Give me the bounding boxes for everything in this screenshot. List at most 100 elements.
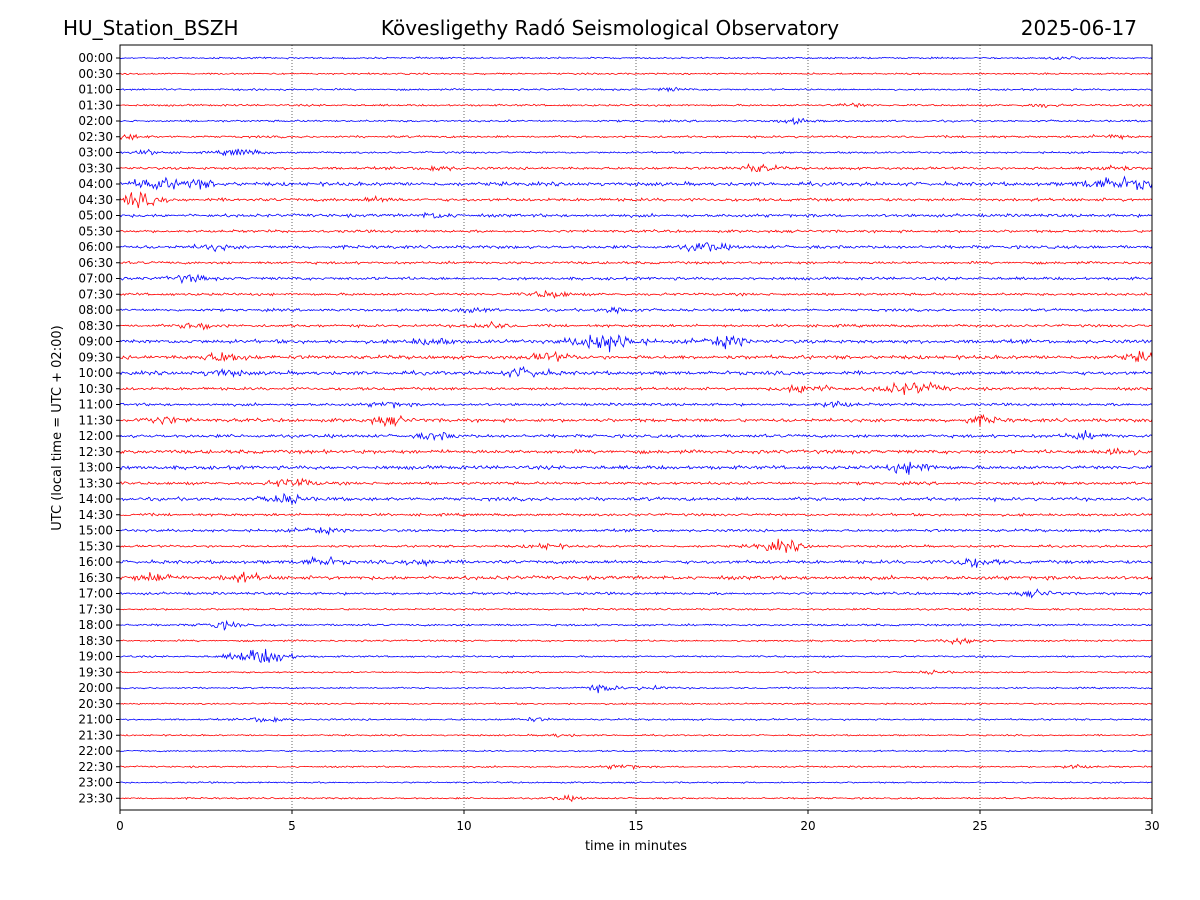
x-axis-label: time in minutes <box>585 839 687 854</box>
y-tick-label: 12:30 <box>78 445 113 459</box>
trace-row <box>119 381 1153 396</box>
x-tick-label: 10 <box>456 819 471 833</box>
y-tick-label: 22:00 <box>78 744 113 758</box>
trace-row <box>119 793 1153 803</box>
y-tick-label: 16:00 <box>78 555 113 569</box>
y-tick-label: 17:00 <box>78 587 113 601</box>
trace-row <box>119 175 1153 191</box>
y-tick-label: 16:30 <box>78 571 113 585</box>
trace-row <box>119 702 1153 706</box>
y-axis-label: UTC (local time = UTC + 02:00) <box>50 325 65 530</box>
trace-row <box>119 306 1153 315</box>
y-tick-label: 04:00 <box>78 177 113 191</box>
trace-row <box>119 781 1153 785</box>
y-tick-label: 15:30 <box>78 539 113 553</box>
y-tick-label: 09:30 <box>78 350 113 364</box>
y-tick-label: 09:00 <box>78 335 113 349</box>
y-tick-label: 11:00 <box>78 398 113 412</box>
trace-row <box>119 607 1153 612</box>
trace-row <box>119 619 1153 631</box>
trace-row <box>119 211 1153 219</box>
y-tick-label: 20:30 <box>78 697 113 711</box>
station-title: HU_Station_BSZH <box>63 16 239 40</box>
plot-frame <box>119 44 1153 811</box>
trace-row <box>119 588 1153 599</box>
trace-row <box>119 716 1153 724</box>
trace-row <box>119 669 1153 675</box>
y-tick-label: 15:00 <box>78 524 113 538</box>
trace-row <box>119 684 1153 694</box>
y-tick-label: 13:00 <box>78 461 113 475</box>
trace-row <box>119 191 1153 209</box>
y-tick-label: 01:30 <box>78 98 113 112</box>
trace-row <box>119 447 1153 456</box>
trace-row <box>119 637 1153 646</box>
y-tick-label: 19:30 <box>78 665 113 679</box>
trace-row <box>119 733 1153 738</box>
y-tick-label: 06:00 <box>78 240 113 254</box>
date-title: 2025-06-17 <box>1021 16 1137 40</box>
trace-row <box>119 571 1153 583</box>
y-tick-label: 17:30 <box>78 602 113 616</box>
y-tick-label: 08:00 <box>78 303 113 317</box>
trace-row <box>119 334 1153 353</box>
trace-row <box>119 273 1153 285</box>
y-tick-label: 18:30 <box>78 634 113 648</box>
x-tick-label: 15 <box>628 819 643 833</box>
y-tick-label: 11:30 <box>78 413 113 427</box>
y-tick-label: 01:00 <box>78 83 113 97</box>
trace-row <box>119 148 1153 157</box>
y-tick-label: 14:30 <box>78 508 113 522</box>
x-tick-label: 25 <box>972 819 987 833</box>
trace-row <box>119 764 1153 771</box>
y-tick-label: 05:30 <box>78 224 113 238</box>
trace-row <box>119 749 1153 753</box>
y-tick-label: 18:00 <box>78 618 113 632</box>
trace-row <box>119 350 1153 363</box>
y-tick-label: 10:00 <box>78 366 113 380</box>
traces <box>119 56 1153 803</box>
trace-row <box>119 72 1153 76</box>
y-tick-label: 14:00 <box>78 492 113 506</box>
trace-row <box>119 413 1153 428</box>
trace-row <box>119 648 1153 664</box>
trace-row <box>119 512 1153 518</box>
y-tick-label: 23:00 <box>78 776 113 790</box>
trace-row <box>119 365 1153 378</box>
y-tick-label: 22:30 <box>78 760 113 774</box>
y-tick-label: 21:00 <box>78 713 113 727</box>
y-tick-label: 02:00 <box>78 114 113 128</box>
x-axis-ticks: 0 5 10 15 20 25 30 <box>116 810 1160 833</box>
x-tick-label: 20 <box>800 819 815 833</box>
y-tick-label: 20:00 <box>78 681 113 695</box>
y-tick-label: 21:30 <box>78 728 113 742</box>
trace-row <box>119 56 1153 61</box>
y-tick-label: 00:30 <box>78 67 113 81</box>
trace-row <box>119 86 1153 93</box>
trace-row <box>119 102 1153 109</box>
trace-row <box>119 400 1153 409</box>
y-tick-label: 05:00 <box>78 209 113 223</box>
y-tick-label: 08:30 <box>78 319 113 333</box>
y-tick-label: 12:00 <box>78 429 113 443</box>
trace-row <box>119 242 1153 253</box>
x-tick-label: 0 <box>116 819 124 833</box>
trace-row <box>119 526 1153 536</box>
trace-row <box>119 228 1153 234</box>
x-tick-label: 5 <box>288 819 296 833</box>
trace-row <box>119 492 1153 506</box>
trace-row <box>119 477 1153 487</box>
trace-row <box>119 461 1153 475</box>
trace-row <box>119 163 1153 173</box>
trace-row <box>119 430 1153 442</box>
y-tick-label: 23:30 <box>78 791 113 805</box>
y-tick-label: 03:00 <box>78 146 113 160</box>
trace-row <box>119 133 1153 141</box>
y-tick-label: 07:00 <box>78 272 113 286</box>
y-tick-label: 06:30 <box>78 256 113 270</box>
y-tick-label: 04:30 <box>78 193 113 207</box>
y-tick-label: 19:00 <box>78 650 113 664</box>
